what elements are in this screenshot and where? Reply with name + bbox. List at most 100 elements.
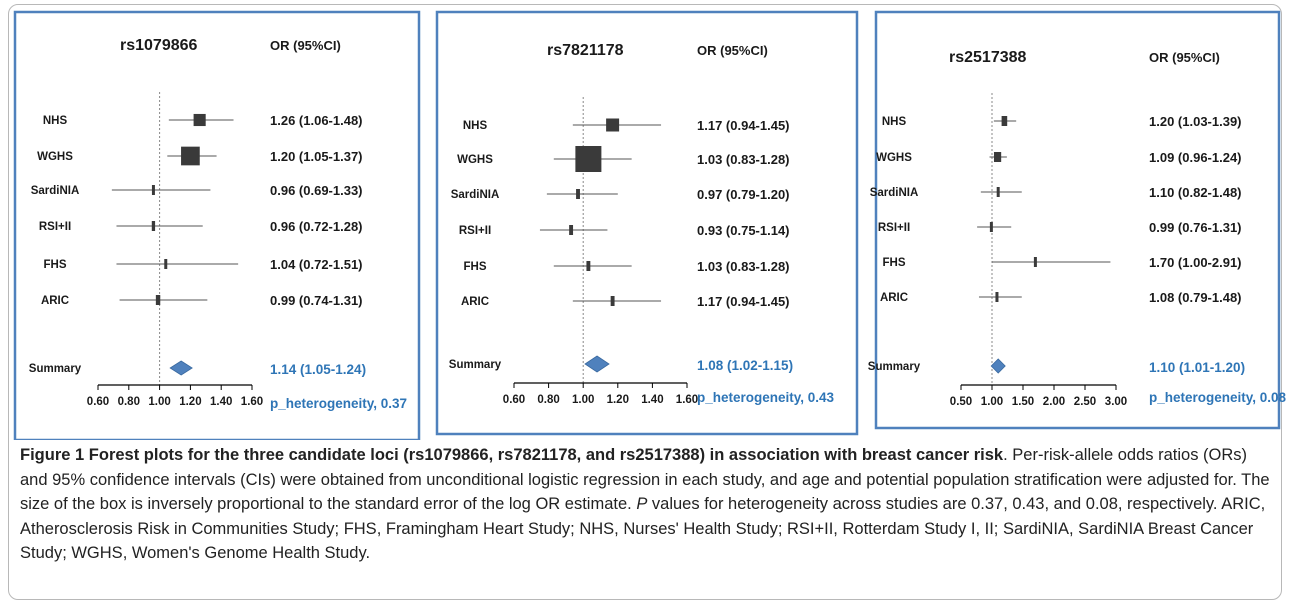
or-ci-value: 0.96 (0.69-1.33) (270, 183, 363, 198)
point-estimate-box (151, 185, 155, 195)
snp-title: rs1079866 (120, 37, 198, 54)
or-ci-value: 0.96 (0.72-1.28) (270, 219, 363, 234)
point-estimate-box (606, 118, 620, 132)
or-column-header: OR (95%CI) (270, 38, 341, 53)
forest-panel-border (874, 10, 1281, 430)
point-estimate-box (155, 295, 161, 305)
summary-or-value: 1.08 (1.02-1.15) (697, 358, 793, 373)
caption-p-symbol: P (636, 495, 648, 513)
p-heterogeneity: p_heterogeneity, 0.43 (697, 390, 835, 405)
forest-panel-border (435, 10, 859, 436)
x-tick-label: 2.00 (1043, 396, 1065, 408)
or-ci-value: 1.08 (0.79-1.48) (1149, 290, 1242, 305)
summary-diamond (169, 360, 193, 376)
forest-plots-figure: rs1079866 OR (95%CI) NHS 1.26 (1.06-1.48) WG… (13, 10, 1287, 440)
point-estimate-box (569, 225, 574, 235)
study-label: SardiNIA (870, 187, 919, 199)
study-label: RSI+II (459, 225, 491, 237)
summary-diamond (990, 358, 1006, 374)
point-estimate-box (989, 222, 993, 232)
or-ci-value: 0.97 (0.79-1.20) (697, 187, 790, 202)
point-estimate-box (181, 146, 200, 166)
summary-label: Summary (29, 363, 82, 375)
point-estimate-box (993, 152, 1002, 162)
x-tick-label: 1.00 (572, 394, 594, 406)
or-ci-value: 0.99 (0.74-1.31) (270, 293, 363, 308)
snp-title: rs7821178 (547, 42, 624, 59)
summary-label: Summary (868, 361, 921, 373)
or-ci-value: 1.20 (1.05-1.37) (270, 149, 363, 164)
study-label: RSI+II (878, 222, 910, 234)
point-estimate-box (575, 146, 602, 172)
x-tick-label: 1.00 (148, 396, 170, 408)
or-ci-value: 1.09 (0.96-1.24) (1149, 150, 1242, 165)
point-estimate-box (996, 187, 1000, 197)
x-tick-label: 2.50 (1074, 396, 1096, 408)
x-tick-label: 0.60 (503, 394, 525, 406)
point-estimate-box (1001, 116, 1008, 126)
caption-title: Forest plots for the three candidate loc… (88, 446, 1004, 464)
x-tick-label: 1.50 (1012, 396, 1034, 408)
study-label: WGHS (457, 154, 493, 166)
or-ci-value: 1.26 (1.06-1.48) (270, 113, 363, 128)
snp-title: rs2517388 (949, 49, 1027, 66)
or-ci-value: 0.99 (0.76-1.31) (1149, 220, 1242, 235)
study-label: NHS (882, 116, 907, 128)
study-label: FHS (883, 257, 906, 269)
study-label: ARIC (461, 296, 489, 308)
or-ci-value: 1.10 (0.82-1.48) (1149, 185, 1242, 200)
study-label: SardiNIA (31, 185, 80, 197)
study-label: WGHS (876, 152, 912, 164)
figure-frame (8, 4, 1282, 600)
x-tick-label: 0.80 (537, 394, 559, 406)
forest-panel-border (13, 10, 421, 440)
point-estimate-box (151, 221, 156, 231)
caption-text-2: values for heterogeneity across studies … (20, 495, 1266, 562)
or-ci-value: 1.03 (0.83-1.28) (697, 152, 790, 167)
point-estimate-box (1033, 257, 1037, 267)
caption-label: Figure 1 (20, 446, 85, 464)
or-ci-value: 1.03 (0.83-1.28) (697, 259, 790, 274)
x-tick-label: 0.60 (87, 396, 109, 408)
x-tick-label: 0.50 (950, 396, 972, 408)
x-tick-label: 1.60 (676, 394, 698, 406)
study-label: ARIC (880, 292, 908, 304)
point-estimate-box (610, 296, 615, 306)
or-column-header: OR (95%CI) (1149, 50, 1220, 65)
study-label: WGHS (37, 151, 73, 163)
study-label: FHS (464, 261, 487, 273)
x-tick-label: 1.00 (981, 396, 1003, 408)
or-ci-value: 1.17 (0.94-1.45) (697, 118, 790, 133)
or-ci-value: 1.20 (1.03-1.39) (1149, 114, 1242, 129)
p-heterogeneity: p_heterogeneity, 0.08 (1149, 390, 1287, 405)
or-column-header: OR (95%CI) (697, 43, 768, 58)
x-tick-label: 1.60 (241, 396, 263, 408)
x-tick-label: 1.40 (641, 394, 663, 406)
caption-text-1: . Per-risk-allele odds ratios (ORs) and … (20, 446, 1270, 513)
p-heterogeneity: p_heterogeneity, 0.37 (270, 396, 407, 411)
or-ci-value: 1.04 (0.72-1.51) (270, 257, 363, 272)
x-tick-label: 0.80 (118, 396, 140, 408)
study-label: NHS (463, 120, 488, 132)
study-label: NHS (43, 115, 68, 127)
study-label: FHS (44, 259, 67, 271)
study-label: SardiNIA (451, 189, 500, 201)
summary-or-value: 1.14 (1.05-1.24) (270, 362, 366, 377)
or-ci-value: 0.93 (0.75-1.14) (697, 223, 790, 238)
study-label: ARIC (41, 295, 69, 307)
summary-or-value: 1.10 (1.01-1.20) (1149, 360, 1245, 375)
study-label: RSI+II (39, 221, 71, 233)
x-tick-label: 1.20 (607, 394, 629, 406)
figure-caption: Figure 1 Forest plots for the three cand… (20, 443, 1270, 566)
point-estimate-box (164, 259, 168, 269)
x-tick-label: 1.20 (179, 396, 201, 408)
or-ci-value: 1.70 (1.00-2.91) (1149, 255, 1242, 270)
x-tick-label: 3.00 (1105, 396, 1127, 408)
x-tick-label: 1.40 (210, 396, 232, 408)
summary-diamond (584, 355, 610, 373)
summary-label: Summary (449, 359, 502, 371)
point-estimate-box (193, 113, 206, 127)
or-ci-value: 1.17 (0.94-1.45) (697, 294, 790, 309)
point-estimate-box (995, 292, 999, 302)
point-estimate-box (586, 261, 591, 271)
